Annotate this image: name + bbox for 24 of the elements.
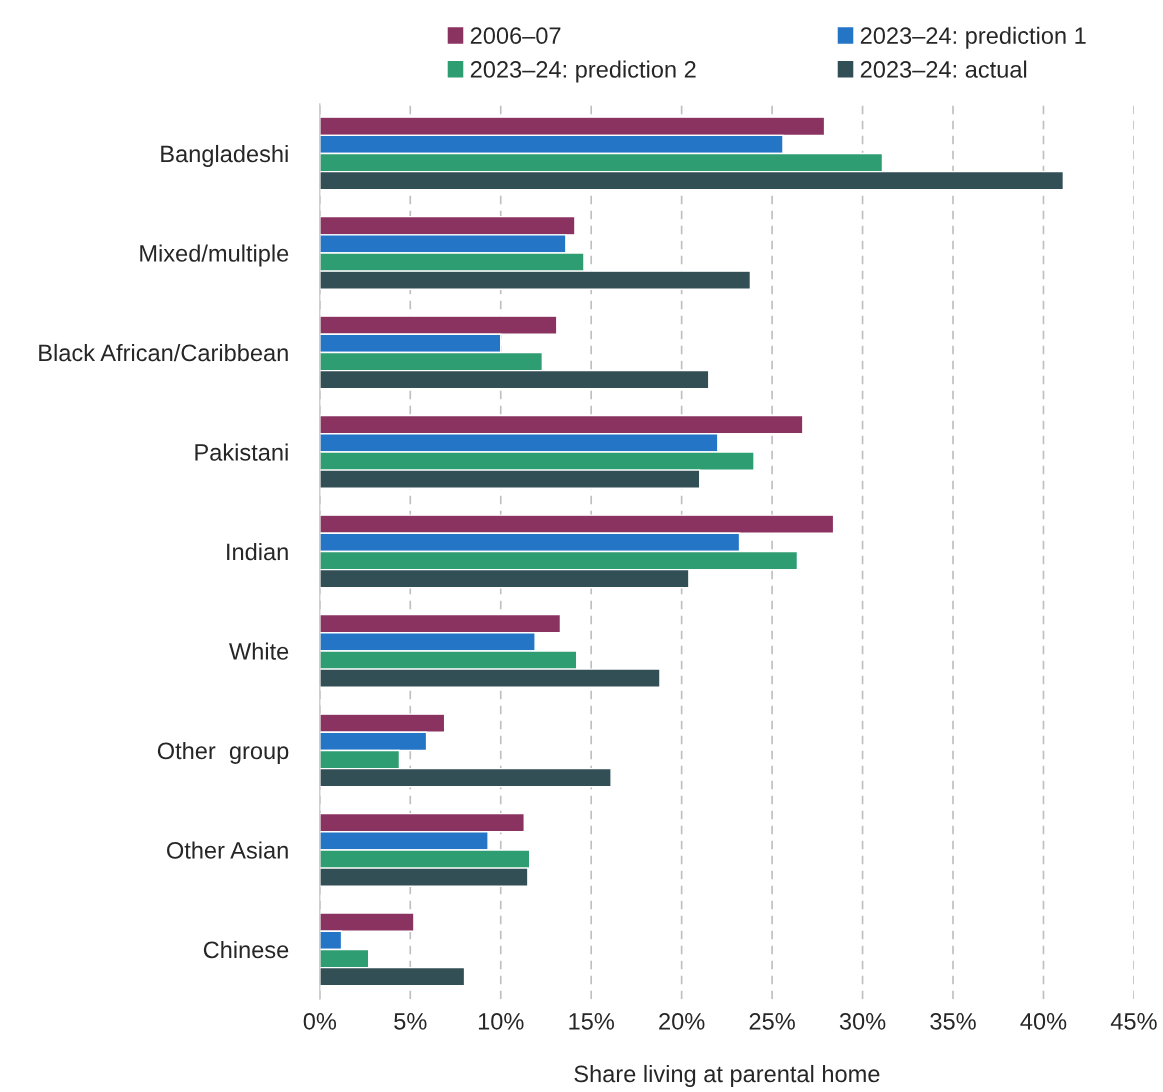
y-tick-label: White	[229, 642, 289, 660]
x-tick-label: 45%	[1110, 1013, 1157, 1030]
y-tick-label: Pakistani	[195, 443, 288, 461]
legend-label: 2023–24: prediction 2	[470, 60, 696, 83]
y-tick-label: Other group	[157, 741, 289, 764]
y-tick-label: Bangladeshi	[161, 144, 288, 167]
x-tick-label: 30%	[839, 1013, 886, 1030]
y-tick-label: Indian	[227, 542, 288, 561]
x-tick-label: 10%	[478, 1013, 524, 1030]
x-axis-title: Share living at parental home	[574, 1064, 880, 1087]
x-tick-label: 5%	[394, 1013, 427, 1030]
x-tick-label: 35%	[930, 1013, 976, 1030]
x-tick-label: 25%	[749, 1013, 795, 1030]
x-tick-label: 0%	[303, 1013, 337, 1030]
y-tick-label: Black African/Caribbean	[39, 343, 288, 362]
y-tick-label: Other Asian	[167, 841, 288, 859]
legend-label: 2023–24: prediction 1	[860, 26, 1086, 49]
x-tick-label: 15%	[569, 1013, 614, 1030]
y-tick-label: Chinese	[203, 940, 289, 959]
legend-label: 2006–07	[470, 27, 561, 45]
x-tick-label: 40%	[1020, 1013, 1067, 1030]
x-tick-label: 20%	[659, 1013, 705, 1030]
legend-label: 2023–24: actual	[860, 60, 1027, 78]
y-tick-label: Mixed/multiple	[140, 244, 289, 267]
